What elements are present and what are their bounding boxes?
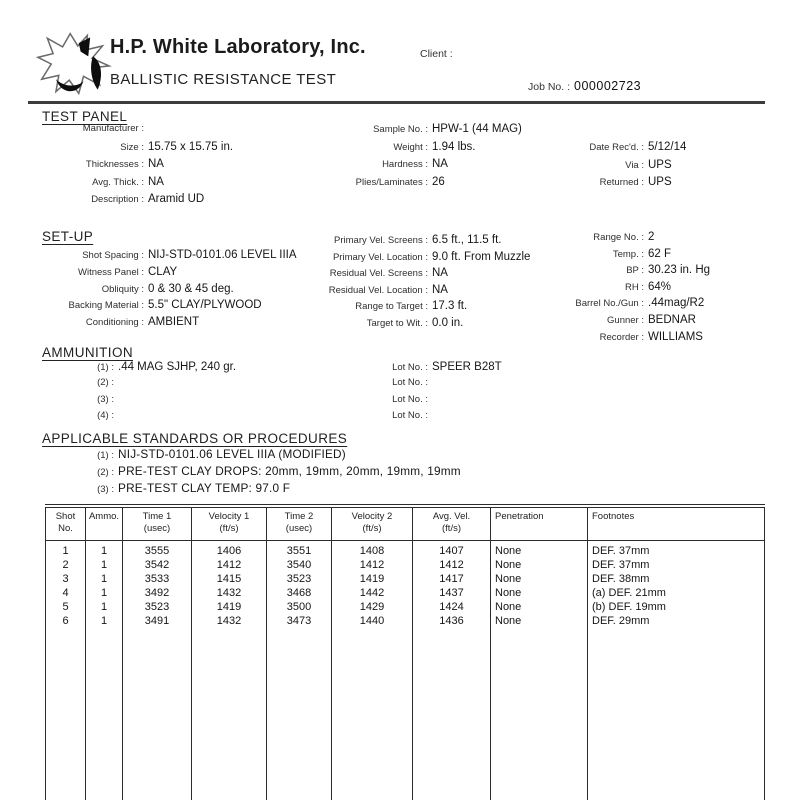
field-plies-laminates: Plies/Laminates :26: [355, 175, 445, 188]
ammo-row-1: (1) : .44 MAG SJHP, 240 gr. Lot No. : SPEER…: [97, 361, 502, 373]
col-header-shot-no: Shot No.: [45, 506, 86, 541]
standard-row-2: (2) : PRE-TEST CLAY DROPS: 20mm, 19mm, 20…: [97, 463, 461, 478]
shot-row-5: 5 1 3523 1419 3500 1429 1424 None (b) DEF. 19mm: [46, 599, 765, 614]
test-panel-middle-column: Sample No. : HPW-1 (44 MAG) Weight :1.94 …: [320, 123, 522, 193]
field-conditioning: Conditioning : AMBIENT: [85, 316, 200, 329]
test-panel-left-column: Manufacturer : Size :15.75 x 15.75 in. T…: [30, 123, 233, 211]
field-sample-no: Sample No. : HPW-1 (44 MAG): [373, 123, 522, 135]
field-hardness: Hardness : NA: [382, 158, 448, 171]
setup-left-column: Shot Spacing : NIJ-STD-0101.06 LEVEL IIIA…: [30, 249, 297, 333]
field-residual-vel-screens: Residual Vel. Screens : NA: [329, 267, 448, 280]
test-panel-right-column: Date Rec'd. :5/12/14 Via : UPS Returned :…: [540, 141, 686, 194]
field-returned: Returned : UPS: [599, 176, 672, 189]
field-thicknesses: Thicknesses : NA: [85, 158, 164, 170]
field-gunner: Gunner : BEDNAR: [607, 313, 696, 326]
field-rh: RH :64%: [625, 280, 672, 293]
shot-results-table-container: Shot No. Ammo. Time 1 (usec) Velocity 1 (ft…: [45, 504, 766, 800]
shot-row-1: 1 1 3555 1406 3551 1408 1407 None DEF. 37mm: [46, 540, 765, 558]
results-empty-area: [46, 627, 765, 800]
shot-results-table: Shot No. Ammo. Time 1 (usec) Velocity 1 (ft…: [45, 504, 765, 800]
ammunition-rows: (1) : .44 MAG SJHP, 240 gr. Lot No. : SPEER…: [30, 361, 730, 427]
job-number-label: Job No. :: [528, 81, 571, 93]
standard-row-3: (3) : PRE-TEST CLAY TEMP: 97.0 F: [97, 480, 291, 495]
field-via: Via : UPS: [625, 158, 672, 171]
field-residual-vel-location: Residual Vel. Location : NA: [328, 283, 448, 296]
field-date-recd: Date Rec'd. :5/12/14: [589, 141, 687, 153]
section-title-set-up: SET-UP: [42, 229, 94, 244]
field-obliquity: Obliquity :0 & 30 & 45 deg.: [101, 282, 234, 295]
shot-row-6: 6 1 3491 1432 3473 1440 1436 None DEF. 29mm: [46, 613, 765, 628]
setup-middle-column: Primary Vel. Screens :6.5 ft., 11.5 ft. …: [320, 234, 531, 334]
client-label: Client :: [420, 48, 453, 60]
col-header-velocity2: Velocity 2 (ft/s): [331, 506, 413, 541]
col-header-time1: Time 1 (usec): [122, 506, 192, 541]
shot-row-3: 3 1 3533 1415 3523 1419 1417 None DEF. 38mm: [46, 571, 765, 586]
col-header-velocity1: Velocity 1 (ft/s): [191, 506, 267, 541]
results-header-row: Shot No. Ammo. Time 1 (usec) Velocity 1 (ft…: [45, 506, 765, 541]
field-range-no: Range No. :2: [593, 231, 655, 243]
header-divider: [28, 101, 765, 104]
field-bp: BP :30.23 in. Hg: [626, 264, 711, 277]
field-shot-spacing: Shot Spacing : NIJ-STD-0101.06 LEVEL IIIA: [82, 249, 297, 261]
section-title-standards: APPLICABLE STANDARDS OR PROCEDURES: [42, 431, 348, 446]
field-barrel-gun: Barrel No./Gun : .44mag/R2: [575, 297, 705, 310]
field-manufacturer: Manufacturer :: [82, 123, 144, 134]
col-header-ammo: Ammo.: [85, 506, 123, 541]
company-name: H.P. White Laboratory, Inc.: [110, 36, 366, 58]
ammo-row-3: (3) : Lot No. :: [97, 393, 428, 405]
field-avg-thick: Avg. Thick. : NA: [92, 175, 164, 188]
col-header-time2: Time 2 (usec): [266, 506, 332, 541]
standard-row-1: (1) : NIJ-STD-0101.06 LEVEL IIIA (MODIFIE…: [97, 447, 346, 461]
shot-row-2: 2 1 3542 1412 3540 1412 1412 None DEF. 37mm: [46, 557, 765, 572]
section-title-test-panel: TEST PANEL: [42, 109, 128, 124]
shot-row-4: 4 1 3492 1432 3468 1442 1437 None (a) DEF. 21mm: [46, 585, 765, 600]
section-title-ammunition: AMMUNITION: [42, 345, 133, 360]
field-range-to-target: Range to Target :17.3 ft.: [355, 300, 468, 313]
field-weight: Weight :1.94 lbs.: [393, 140, 476, 153]
field-target-to-wit: Target to Wit. :0.0 in.: [366, 316, 464, 329]
field-witness-panel: Witness Panel : CLAY: [78, 265, 178, 278]
field-size: Size :15.75 x 15.75 in.: [120, 140, 234, 153]
field-primary-vel-location: Primary Vel. Location :9.0 ft. From Muzz…: [332, 250, 531, 263]
ammo-row-4: (4) : Lot No. :: [97, 410, 428, 422]
hp-white-star-logo-icon: [36, 32, 112, 96]
col-header-avg-vel: Avg. Vel. (ft/s): [412, 506, 491, 541]
field-recorder: Recorder : WILLIAMS: [599, 330, 703, 343]
setup-right-column: Range No. :2 Temp. :62 F BP :30.23 in. H…: [540, 231, 710, 347]
job-number-value: 000002723: [574, 79, 642, 93]
standards-rows: (1) : NIJ-STD-0101.06 LEVEL IIIA (MODIFIE…: [30, 447, 461, 497]
report-title: BALLISTIC RESISTANCE TEST: [110, 71, 337, 88]
field-temp: Temp. :62 F: [612, 247, 672, 260]
field-primary-vel-screens: Primary Vel. Screens :6.5 ft., 11.5 ft.: [334, 234, 502, 246]
field-description: Description : Aramid UD: [91, 193, 205, 205]
field-backing-material: Backing Material :5.5" CLAY/PLYWOOD: [68, 299, 262, 312]
col-header-footnotes: Footnotes: [587, 506, 765, 541]
ammo-row-2: (2) : Lot No. :: [97, 377, 428, 389]
col-header-penetration: Penetration: [490, 506, 588, 541]
job-number: Job No. :000002723: [528, 79, 641, 93]
